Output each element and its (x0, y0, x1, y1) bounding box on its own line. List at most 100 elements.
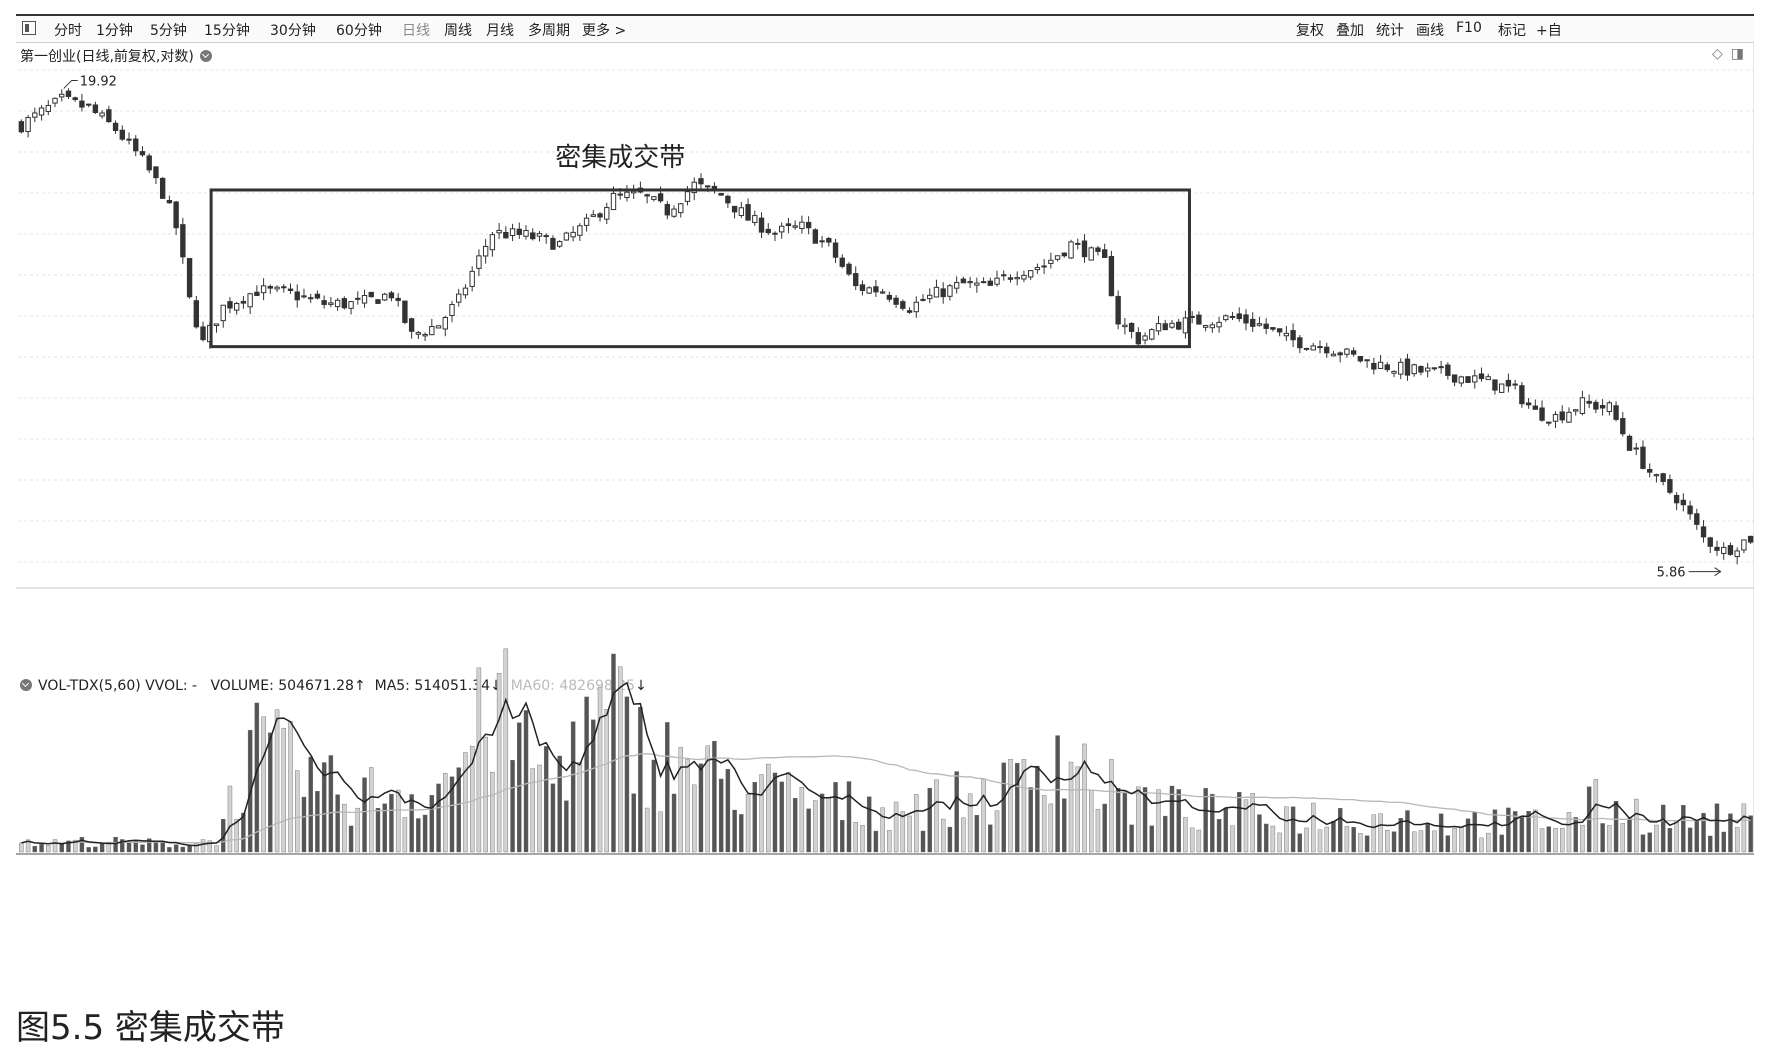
volume-bar (483, 736, 488, 853)
high-marker (63, 79, 78, 89)
volume-bar (1014, 762, 1020, 853)
period-tab-8[interactable]: 月线 (486, 23, 514, 39)
candle-up (442, 317, 448, 330)
volume-bar (853, 822, 858, 853)
kline-chart[interactable]: 密集成交带 19.92 5.86 (16, 16, 1754, 968)
volume-bar (927, 787, 932, 853)
indicator-menu-icon[interactable] (20, 679, 32, 691)
volume-header: VOL-TDX(5,60) VVOL: - VOLUME: 504671.28↑… (20, 678, 647, 694)
volume-bar (1728, 813, 1733, 853)
candle-up (879, 291, 886, 294)
volume-bar (900, 811, 906, 853)
period-tab-3[interactable]: 15分钟 (204, 23, 250, 39)
period-tab-2[interactable]: 5分钟 (150, 23, 187, 39)
candle-down (1357, 356, 1364, 362)
candle-down (886, 294, 893, 300)
candle-down (900, 301, 906, 309)
chart-window: 分时 1分钟 5分钟 15分钟 30分钟 60分钟 日线 周线 月线 多周期 更多 > 复权 叠加 统计… (16, 14, 1754, 968)
candle-up (1283, 332, 1290, 337)
candle-up (99, 112, 105, 117)
candle-up (947, 285, 953, 297)
tool-button-5[interactable]: 标记 (1498, 23, 1526, 39)
volume-bar (752, 782, 758, 853)
candle-down (368, 291, 374, 298)
volume-bar (833, 782, 838, 853)
volume-bar (530, 768, 535, 853)
candle-up (1310, 345, 1316, 351)
period-tab-1[interactable]: 1分钟 (96, 23, 133, 39)
volume-bar (1741, 803, 1747, 853)
candle-down (254, 291, 260, 296)
candle-down (1694, 513, 1700, 525)
candle-down (617, 193, 623, 196)
sidebar-toggle-icon[interactable] (22, 21, 36, 35)
volume-bar (355, 807, 361, 853)
candle-down (180, 224, 186, 258)
period-tab-6[interactable]: 日线 (402, 23, 430, 39)
candle-down (375, 299, 381, 304)
volume-bar (725, 769, 731, 853)
vol-indicator-name[interactable]: VOL-TDX(5,60) (38, 678, 141, 694)
candle-up (590, 214, 596, 217)
candle-up (1606, 402, 1613, 412)
diamond-icon[interactable]: ◇ (1711, 46, 1723, 62)
candle-down (200, 326, 206, 341)
period-tab-5[interactable]: 60分钟 (336, 23, 382, 39)
volume-bar (1169, 785, 1175, 853)
candle-up (1653, 474, 1660, 477)
candle-down (698, 178, 704, 185)
volume-bar (1122, 791, 1128, 853)
volume-bar (813, 800, 818, 853)
candle-down (826, 237, 832, 243)
volume-bar (1358, 833, 1363, 853)
candle-down (139, 151, 146, 156)
volume-bar (1142, 787, 1148, 853)
tool-button-6[interactable]: +自 (1536, 23, 1562, 39)
volume-bar (698, 763, 704, 853)
volume-bar (1398, 818, 1403, 853)
volume-bar (1519, 816, 1525, 853)
candle-down (1599, 405, 1606, 409)
volume-bar (1445, 835, 1451, 853)
volume-bar (1580, 824, 1585, 853)
volume-bar (1082, 743, 1087, 853)
candle-down (186, 258, 193, 298)
volume-bar (1593, 779, 1599, 853)
candle-down (1229, 315, 1236, 318)
volume-bar (611, 653, 616, 853)
candle-up (1546, 421, 1552, 424)
security-title[interactable]: 第一创业(日线,前复权,对数) (20, 49, 194, 65)
candle-up (1223, 315, 1229, 321)
candle-down (1660, 473, 1666, 482)
period-tab-10[interactable]: 更多 > (582, 23, 627, 39)
candle-up (1330, 353, 1337, 357)
volume-bar (1647, 832, 1652, 853)
tool-button-2[interactable]: 统计 (1376, 23, 1404, 39)
tool-button-3[interactable]: 画线 (1416, 23, 1444, 39)
volume-bar (1297, 833, 1303, 853)
tool-button-1[interactable]: 叠加 (1336, 23, 1364, 39)
volume-bar (207, 840, 212, 853)
candle-up (1209, 324, 1216, 329)
volume-bar (342, 803, 347, 853)
candle-up (1566, 411, 1572, 423)
volume-bar (1512, 811, 1518, 853)
period-tab-4[interactable]: 30分钟 (270, 23, 316, 39)
period-tab-0[interactable]: 分时 (54, 23, 82, 39)
panel-icon[interactable]: ◨ (1730, 46, 1744, 62)
volume-bar (1008, 759, 1013, 853)
tool-button-4[interactable]: F10 (1456, 20, 1482, 36)
period-tab-7[interactable]: 周线 (444, 23, 472, 39)
period-tab-9[interactable]: 多周期 (528, 23, 570, 39)
candle-down (1001, 274, 1007, 277)
tool-button-0[interactable]: 复权 (1296, 23, 1324, 39)
candle-up (328, 302, 334, 305)
dropdown-icon[interactable] (199, 50, 212, 62)
candle-down (314, 293, 321, 299)
volume-bar (1667, 828, 1673, 853)
candle-down (1707, 537, 1713, 547)
volume-bar (597, 686, 603, 853)
candle-up (577, 225, 583, 236)
volume-bar (382, 803, 387, 853)
candle-down (758, 217, 765, 233)
